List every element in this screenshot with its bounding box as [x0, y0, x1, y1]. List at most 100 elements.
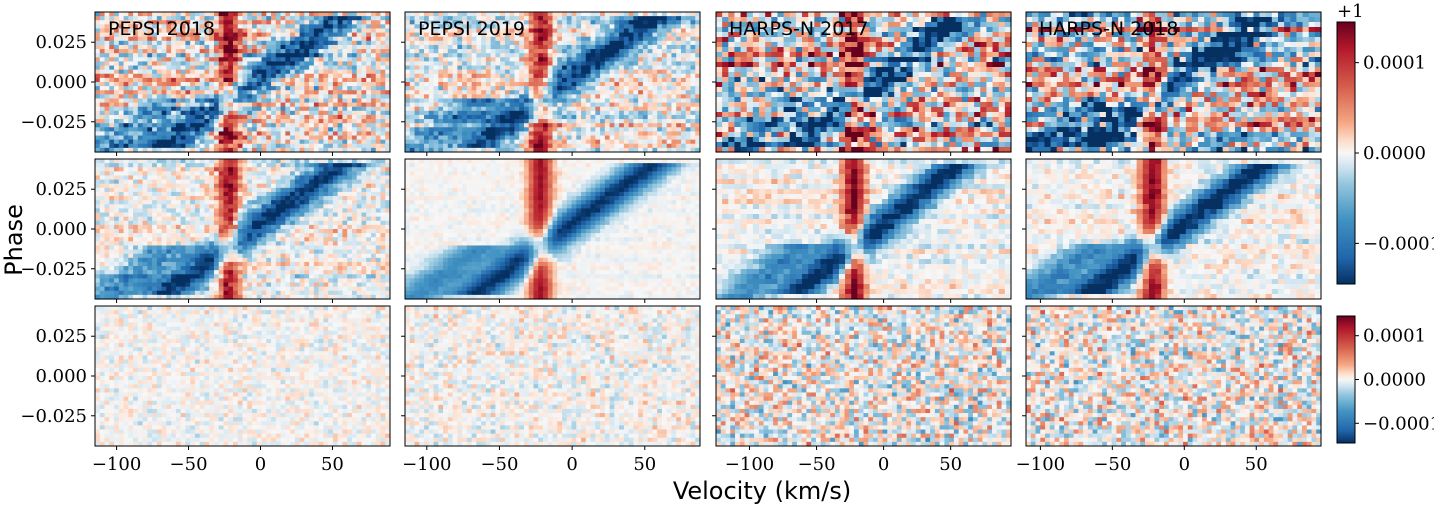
heatmap-cell	[419, 144, 424, 149]
heatmap-cell	[434, 86, 439, 91]
heatmap-cell	[820, 42, 827, 48]
heatmap-cell	[548, 45, 553, 50]
heatmap-cell	[937, 72, 944, 78]
heatmap-cell	[999, 12, 1006, 18]
heatmap-cell	[314, 119, 319, 124]
heatmap-cell	[257, 16, 262, 21]
heatmap-cell	[109, 41, 114, 46]
heatmap-cell	[633, 61, 638, 66]
heatmap-cell	[657, 74, 662, 79]
heatmap-cell	[876, 62, 883, 68]
heatmap-cell	[328, 94, 333, 99]
heatmap-cell	[233, 94, 238, 99]
heatmap-cell	[290, 66, 295, 71]
heatmap-cell	[605, 20, 610, 25]
heatmap-cell	[157, 140, 162, 145]
heatmap-cell	[162, 94, 167, 99]
heatmap-cell	[100, 127, 105, 132]
heatmap-cell	[342, 115, 347, 120]
heatmap-cell	[476, 127, 481, 132]
heatmap-cell	[300, 94, 305, 99]
heatmap-cell	[223, 94, 228, 99]
heatmap-cell	[519, 119, 524, 124]
heatmap-cell	[105, 49, 110, 54]
heatmap-cell	[562, 20, 567, 25]
heatmap-cell	[295, 127, 300, 132]
heatmap-cell	[595, 107, 600, 112]
heatmap-cell	[247, 66, 252, 71]
heatmap-cell	[223, 107, 228, 112]
heatmap-cell	[913, 57, 920, 63]
heatmap-cell	[533, 123, 538, 128]
heatmap-cell	[424, 140, 429, 145]
heatmap-cell	[228, 33, 233, 38]
heatmap-cell	[605, 12, 610, 17]
heatmap-cell	[633, 24, 638, 29]
heatmap-cell	[190, 115, 195, 120]
heatmap-cell	[553, 119, 558, 124]
heatmap-cell	[686, 45, 691, 50]
heatmap-cell	[342, 12, 347, 17]
heatmap-cell	[228, 144, 233, 149]
heatmap-cell	[543, 119, 548, 124]
heatmap-cell	[576, 86, 581, 91]
heatmap-cell	[510, 103, 515, 108]
heatmap-cell	[352, 127, 357, 132]
heatmap-cell	[638, 123, 643, 128]
heatmap-cell	[576, 49, 581, 54]
heatmap-cell	[152, 70, 157, 75]
heatmap-cell	[262, 82, 267, 87]
heatmap-cell	[147, 61, 152, 66]
heatmap-cell	[195, 86, 200, 91]
heatmap-cell	[937, 17, 944, 23]
heatmap-cell	[907, 12, 914, 18]
heatmap-cell	[143, 70, 148, 75]
heatmap-cell	[667, 74, 672, 79]
heatmap-cell	[572, 123, 577, 128]
heatmap-cell	[681, 103, 686, 108]
heatmap-cell	[576, 33, 581, 38]
heatmap-cell	[676, 74, 681, 79]
heatmap-cell	[152, 53, 157, 58]
heatmap-cell	[716, 57, 723, 63]
heatmap-cell	[247, 12, 252, 17]
heatmap-cell	[462, 53, 467, 58]
heatmap-cell	[600, 115, 605, 120]
heatmap-cell	[624, 20, 629, 25]
heatmap-cell	[937, 22, 944, 28]
heatmap-cell	[233, 16, 238, 21]
heatmap-cell	[548, 98, 553, 103]
heatmap-cell	[247, 41, 252, 46]
heatmap-cell	[453, 115, 458, 120]
heatmap-cell	[295, 90, 300, 95]
heatmap-cell	[671, 115, 676, 120]
heatmap-cell	[376, 131, 381, 136]
heatmap-cell	[233, 49, 238, 54]
heatmap-cell	[304, 70, 309, 75]
heatmap-cell	[366, 24, 371, 29]
heatmap-cell	[405, 12, 410, 17]
heatmap-cell	[619, 24, 624, 29]
heatmap-cell	[319, 57, 324, 62]
heatmap-cell	[839, 42, 846, 48]
heatmap-cell	[352, 24, 357, 29]
heatmap-cell	[716, 42, 723, 48]
heatmap-cell	[937, 67, 944, 73]
heatmap-cell	[595, 45, 600, 50]
heatmap-cell	[309, 123, 314, 128]
heatmap-cell	[200, 98, 205, 103]
heatmap-cell	[133, 53, 138, 58]
heatmap-cell	[342, 16, 347, 21]
heatmap-cell	[257, 53, 262, 58]
heatmap-cell	[300, 78, 305, 83]
heatmap-cell	[357, 140, 362, 145]
heatmap-cell	[486, 78, 491, 83]
heatmap-cell	[195, 115, 200, 120]
heatmap-cell	[410, 24, 415, 29]
heatmap-cell	[233, 98, 238, 103]
heatmap-cell	[462, 90, 467, 95]
heatmap-cell	[304, 103, 309, 108]
heatmap-cell	[429, 123, 434, 128]
heatmap-cell	[100, 24, 105, 29]
heatmap-cell	[109, 49, 114, 54]
